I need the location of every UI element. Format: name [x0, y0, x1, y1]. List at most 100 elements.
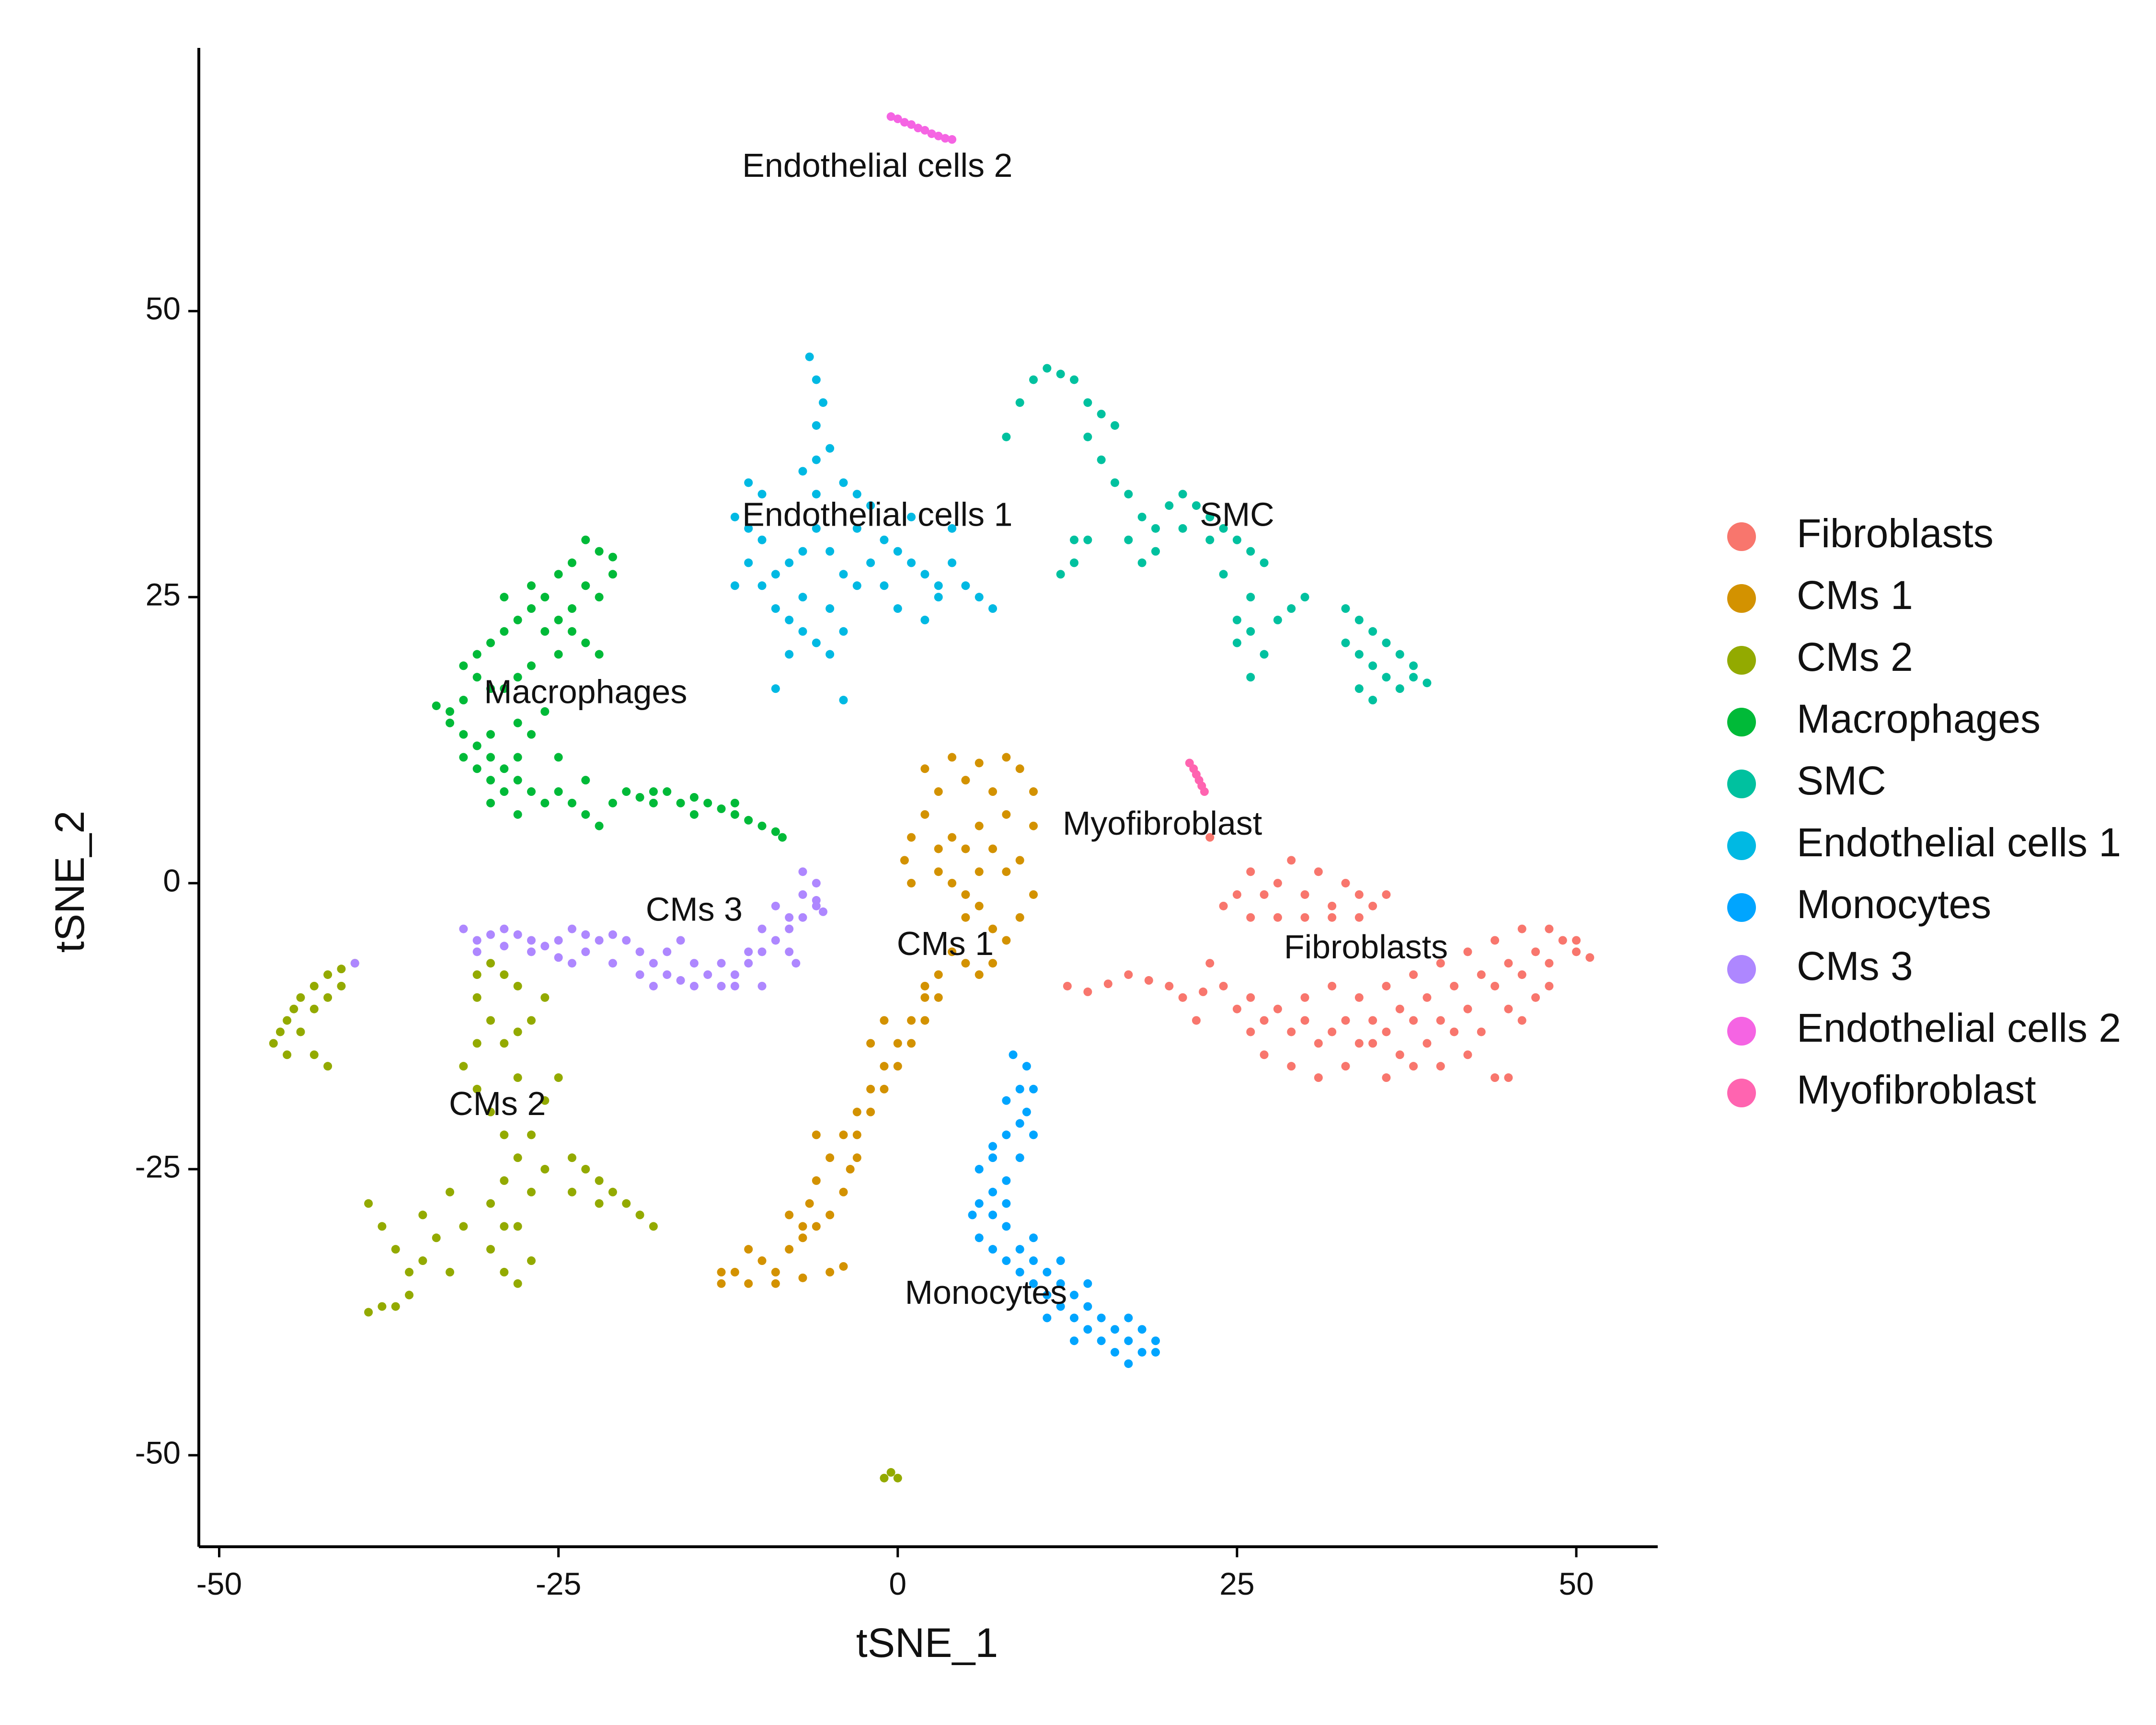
- data-point: [622, 936, 631, 945]
- data-point: [988, 1153, 998, 1162]
- data-point: [323, 1062, 333, 1071]
- data-point: [1491, 1073, 1500, 1082]
- data-point: [1219, 981, 1228, 990]
- data-point: [635, 970, 644, 979]
- legend-key: [1727, 831, 1756, 860]
- data-point: [920, 993, 929, 1002]
- data-point: [1192, 1016, 1201, 1025]
- data-point: [1273, 1004, 1282, 1013]
- data-point: [880, 535, 889, 544]
- data-point: [1178, 490, 1187, 499]
- data-point: [730, 1267, 739, 1276]
- data-point: [757, 490, 767, 499]
- data-point: [744, 947, 753, 956]
- data-point: [472, 650, 482, 659]
- data-point: [1219, 524, 1228, 533]
- data-point: [1056, 1256, 1065, 1265]
- data-point: [907, 879, 916, 888]
- data-point: [798, 593, 807, 602]
- data-point: [1002, 867, 1011, 876]
- data-point: [1124, 535, 1133, 544]
- data-point: [852, 1130, 861, 1139]
- data-point: [934, 593, 943, 602]
- data-point: [1056, 1302, 1065, 1311]
- data-point: [459, 696, 468, 705]
- data-point: [472, 1084, 482, 1093]
- data-point: [961, 890, 970, 899]
- data-point: [975, 1165, 984, 1174]
- data-point: [1504, 959, 1513, 968]
- series-fibroblasts: [1063, 833, 1594, 1082]
- data-point: [337, 965, 346, 974]
- data-point: [1137, 558, 1147, 567]
- legend-item: CMs 3: [1727, 943, 1913, 989]
- legend-label: Endothelial cells 1: [1797, 820, 2121, 865]
- data-point: [880, 1084, 889, 1093]
- data-point: [1063, 981, 1072, 990]
- data-point: [1137, 1325, 1147, 1334]
- data-point: [283, 1016, 292, 1025]
- data-point: [1015, 1267, 1024, 1276]
- data-point: [1070, 375, 1078, 384]
- data-point: [1300, 913, 1309, 922]
- data-point: [1354, 650, 1364, 659]
- data-point: [595, 547, 604, 556]
- data-point: [1205, 959, 1215, 968]
- data-point: [289, 1004, 298, 1013]
- data-point: [948, 879, 957, 888]
- data-point: [1491, 981, 1500, 990]
- data-point: [1015, 1084, 1024, 1093]
- data-point: [1545, 959, 1554, 968]
- data-point: [689, 810, 699, 819]
- data-point: [1422, 1039, 1432, 1048]
- data-point: [771, 570, 780, 579]
- data-point: [1287, 1062, 1296, 1071]
- data-point: [744, 1245, 753, 1254]
- data-point: [418, 1256, 427, 1265]
- data-point: [717, 1279, 726, 1288]
- data-point: [1260, 1050, 1269, 1059]
- data-point: [852, 1153, 861, 1162]
- data-point: [839, 478, 848, 487]
- data-point: [1382, 638, 1391, 647]
- data-point: [744, 524, 753, 533]
- data-point: [513, 1027, 522, 1036]
- y-tick-label: 25: [146, 577, 181, 612]
- data-point: [1572, 947, 1581, 956]
- data-point: [500, 593, 509, 602]
- data-point: [1232, 638, 1241, 647]
- plot-area: Fibroblasts CMs 1 CMs 2 Macrophages SMC Endot…: [135, 48, 1658, 1601]
- data-point: [527, 581, 536, 590]
- data-point: [1300, 593, 1309, 602]
- data-point: [1029, 375, 1038, 384]
- data-point: [1368, 627, 1377, 636]
- data-point: [1273, 879, 1282, 888]
- cluster-label: Endothelial cells 1: [742, 495, 1012, 533]
- data-point: [812, 879, 821, 888]
- cluster-label: CMs 3: [646, 890, 743, 928]
- data-point: [771, 604, 780, 613]
- cluster-label: SMC: [1200, 495, 1274, 533]
- data-point: [567, 627, 576, 636]
- data-point: [948, 833, 957, 842]
- data-point: [934, 131, 943, 140]
- data-point: [1409, 970, 1418, 979]
- data-point: [744, 1279, 753, 1288]
- data-point: [900, 856, 909, 865]
- legend-key: [1727, 955, 1756, 984]
- data-point: [961, 776, 970, 785]
- data-point: [1002, 432, 1011, 441]
- data-point: [1491, 936, 1500, 945]
- data-point: [988, 604, 998, 613]
- data-point: [649, 798, 658, 807]
- data-point: [1246, 673, 1255, 682]
- data-point: [900, 118, 909, 127]
- data-point: [595, 593, 604, 602]
- data-point: [1043, 364, 1052, 373]
- legend-item: CMs 1: [1727, 573, 1913, 618]
- data-point: [1199, 987, 1208, 996]
- data-point: [1450, 1027, 1459, 1036]
- data-point: [1260, 1016, 1269, 1025]
- data-point: [608, 570, 617, 579]
- data-point: [527, 604, 536, 613]
